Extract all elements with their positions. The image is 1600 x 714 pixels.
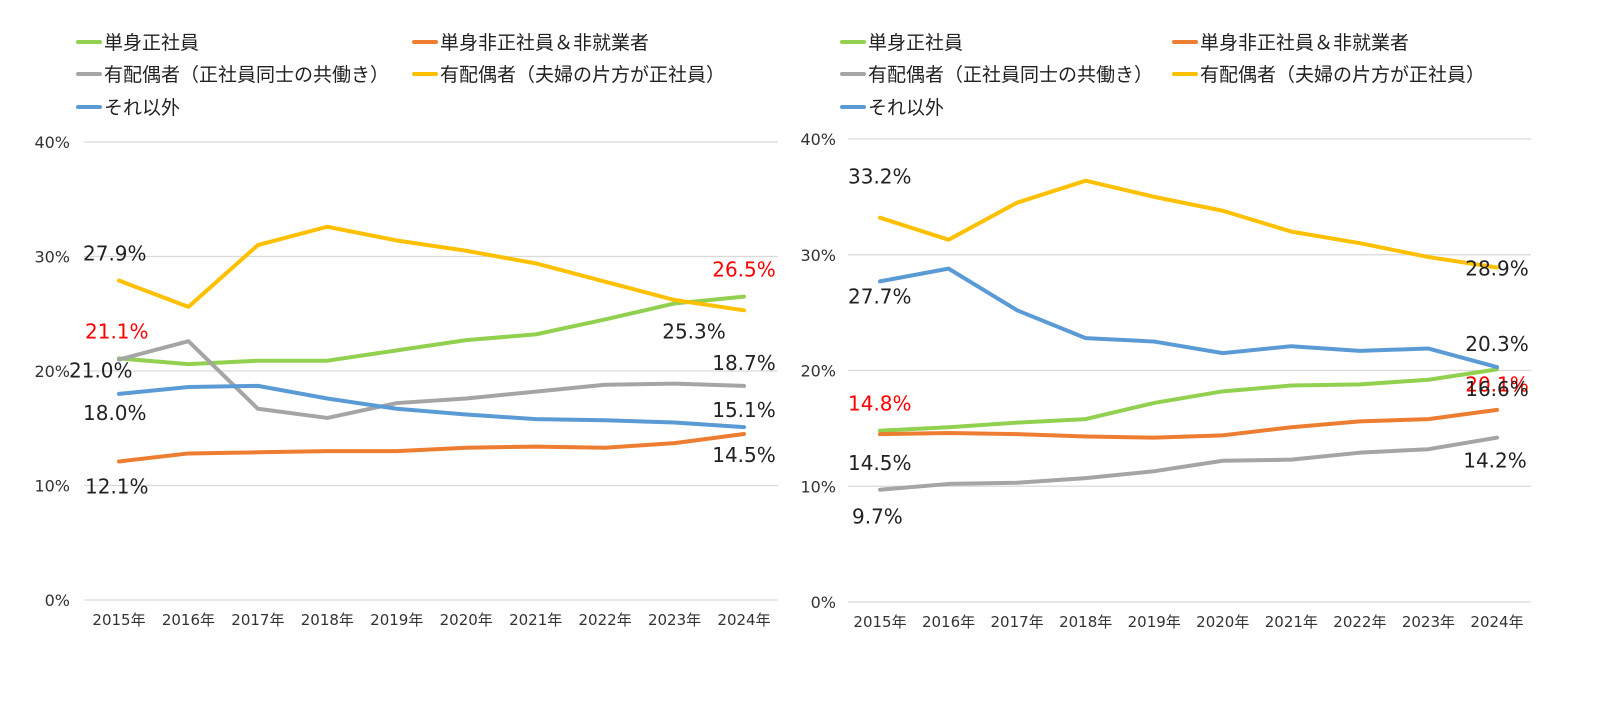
- data-label: 9.7%: [852, 505, 903, 529]
- y-tick-label: 40%: [34, 133, 70, 152]
- data-label: 33.2%: [848, 165, 912, 189]
- legend-label: 有配偶者（正社員同士の共働き）: [104, 64, 390, 86]
- x-tick-label: 2021年: [509, 611, 562, 629]
- x-tick-label: 2019年: [370, 611, 423, 629]
- series-line-0: [117, 294, 746, 367]
- legend-label: それ以外: [104, 97, 181, 119]
- series-line-1: [878, 407, 1499, 440]
- data-label: 14.2%: [1463, 449, 1527, 473]
- y-tick-label: 40%: [800, 130, 836, 149]
- legend-item-married-dual: 有配偶者（正社員同士の共働き）: [840, 60, 1153, 87]
- y-tick-label: 30%: [800, 246, 836, 265]
- y-tick-label: 30%: [34, 248, 70, 267]
- y-tick-label: 10%: [800, 477, 836, 496]
- series-line-1: [117, 431, 746, 464]
- x-tick-label: 2018年: [301, 611, 354, 629]
- data-label: 14.5%: [712, 443, 776, 467]
- data-label: 18.7%: [712, 351, 776, 375]
- legend-label: 単身非正社員＆非就業者: [440, 32, 650, 54]
- data-label: 25.3%: [662, 319, 726, 343]
- legend-label: 単身非正社員＆非就業者: [1200, 32, 1410, 54]
- x-tick-label: 2023年: [648, 611, 701, 629]
- legend-item-other: それ以外: [76, 93, 180, 120]
- legend-swatch-icon: [840, 71, 866, 76]
- legend-item-married-dual: 有配偶者（正社員同士の共働き）: [76, 60, 389, 87]
- x-tick-label: 2024年: [717, 611, 770, 629]
- chart-right: 単身正社員 単身非正社員＆非就業者 有配偶者（正社員同士の共働き） 有配偶者（夫…: [800, 0, 1600, 714]
- series-line-2: [878, 435, 1499, 492]
- x-tick-label: 2016年: [162, 611, 215, 629]
- x-tick-label: 2019年: [1128, 613, 1181, 631]
- data-label: 21.1%: [85, 319, 149, 343]
- series-line-4: [878, 266, 1499, 370]
- x-tick-label: 2020年: [1196, 613, 1249, 631]
- legend-item-single-nonregular: 単身非正社員＆非就業者: [1172, 28, 1409, 55]
- legend-swatch-icon: [840, 39, 866, 44]
- legend-swatch-icon: [1172, 39, 1198, 44]
- legend-label: 有配偶者（夫婦の片方が正社員）: [1200, 64, 1486, 86]
- legend-swatch-icon: [1172, 71, 1198, 76]
- series-line-3: [878, 178, 1499, 270]
- data-label: 12.1%: [85, 474, 149, 498]
- legend-item-single-regular: 単身正社員: [76, 28, 199, 55]
- legend-swatch-icon: [76, 71, 102, 76]
- data-label: 15.1%: [712, 398, 776, 422]
- plot-area-left: 0% 10% 20% 30% 40% 2015年 2016年 2017年 2018年 2019年 2…: [34, 133, 778, 629]
- data-label: 14.8%: [848, 392, 912, 416]
- series-line-0: [878, 367, 1499, 433]
- legend-label: 有配偶者（夫婦の片方が正社員）: [440, 64, 726, 86]
- y-tick-label: 20%: [34, 362, 70, 381]
- legend-swatch-icon: [840, 104, 866, 109]
- legend-label: それ以外: [868, 97, 945, 119]
- legend-item-other: それ以外: [840, 93, 944, 120]
- x-tick-label: 2023年: [1402, 613, 1455, 631]
- series-line-4: [117, 383, 746, 430]
- data-label: 28.9%: [1465, 256, 1529, 280]
- data-label: 18.0%: [83, 401, 147, 425]
- data-label: 14.5%: [848, 451, 912, 475]
- series-line-2: [117, 339, 746, 420]
- plot-area-right: 0% 10% 20% 30% 40% 2015年 2016年 2017年 2018年 2019年 2…: [800, 130, 1531, 631]
- legend-label: 単身正社員: [104, 32, 200, 54]
- y-tick-label: 10%: [34, 477, 70, 496]
- x-tick-label: 2017年: [991, 613, 1044, 631]
- x-tick-label: 2015年: [92, 611, 145, 629]
- x-tick-label: 2017年: [231, 611, 284, 629]
- legend-swatch-icon: [412, 39, 438, 44]
- legend-swatch-icon: [412, 71, 438, 76]
- x-tick-label: 2022年: [579, 611, 632, 629]
- legend-item-single-nonregular: 単身非正社員＆非就業者: [412, 28, 649, 55]
- x-tick-label: 2024年: [1470, 613, 1523, 631]
- y-tick-label: 0%: [45, 591, 70, 610]
- data-label: 26.5%: [712, 258, 776, 282]
- legend-item-married-single-earner: 有配偶者（夫婦の片方が正社員）: [1172, 60, 1485, 87]
- data-label: 27.9%: [83, 242, 147, 266]
- x-tick-label: 2018年: [1059, 613, 1112, 631]
- data-label: 16.6%: [1465, 377, 1529, 401]
- data-label: 20.3%: [1465, 332, 1529, 356]
- legend-label: 単身正社員: [868, 32, 964, 54]
- legend-swatch-icon: [76, 39, 102, 44]
- legend-swatch-icon: [76, 104, 102, 109]
- y-tick-label: 20%: [800, 362, 836, 381]
- x-tick-label: 2022年: [1333, 613, 1386, 631]
- data-label: 20.1%: [1465, 372, 1529, 396]
- legend-item-single-regular: 単身正社員: [840, 28, 963, 55]
- series-line-3: [117, 224, 746, 313]
- x-tick-label: 2016年: [922, 613, 975, 631]
- x-tick-label: 2015年: [853, 613, 906, 631]
- data-label: 21.0%: [69, 359, 133, 383]
- x-tick-label: 2020年: [440, 611, 493, 629]
- y-tick-label: 0%: [811, 593, 836, 612]
- legend-label: 有配偶者（正社員同士の共働き）: [868, 64, 1154, 86]
- x-tick-label: 2021年: [1265, 613, 1318, 631]
- legend-item-married-single-earner: 有配偶者（夫婦の片方が正社員）: [412, 60, 725, 87]
- data-label: 27.7%: [848, 284, 912, 308]
- chart-left: 単身正社員 単身非正社員＆非就業者 有配偶者（正社員同士の共働き） 有配偶者（夫…: [34, 28, 778, 629]
